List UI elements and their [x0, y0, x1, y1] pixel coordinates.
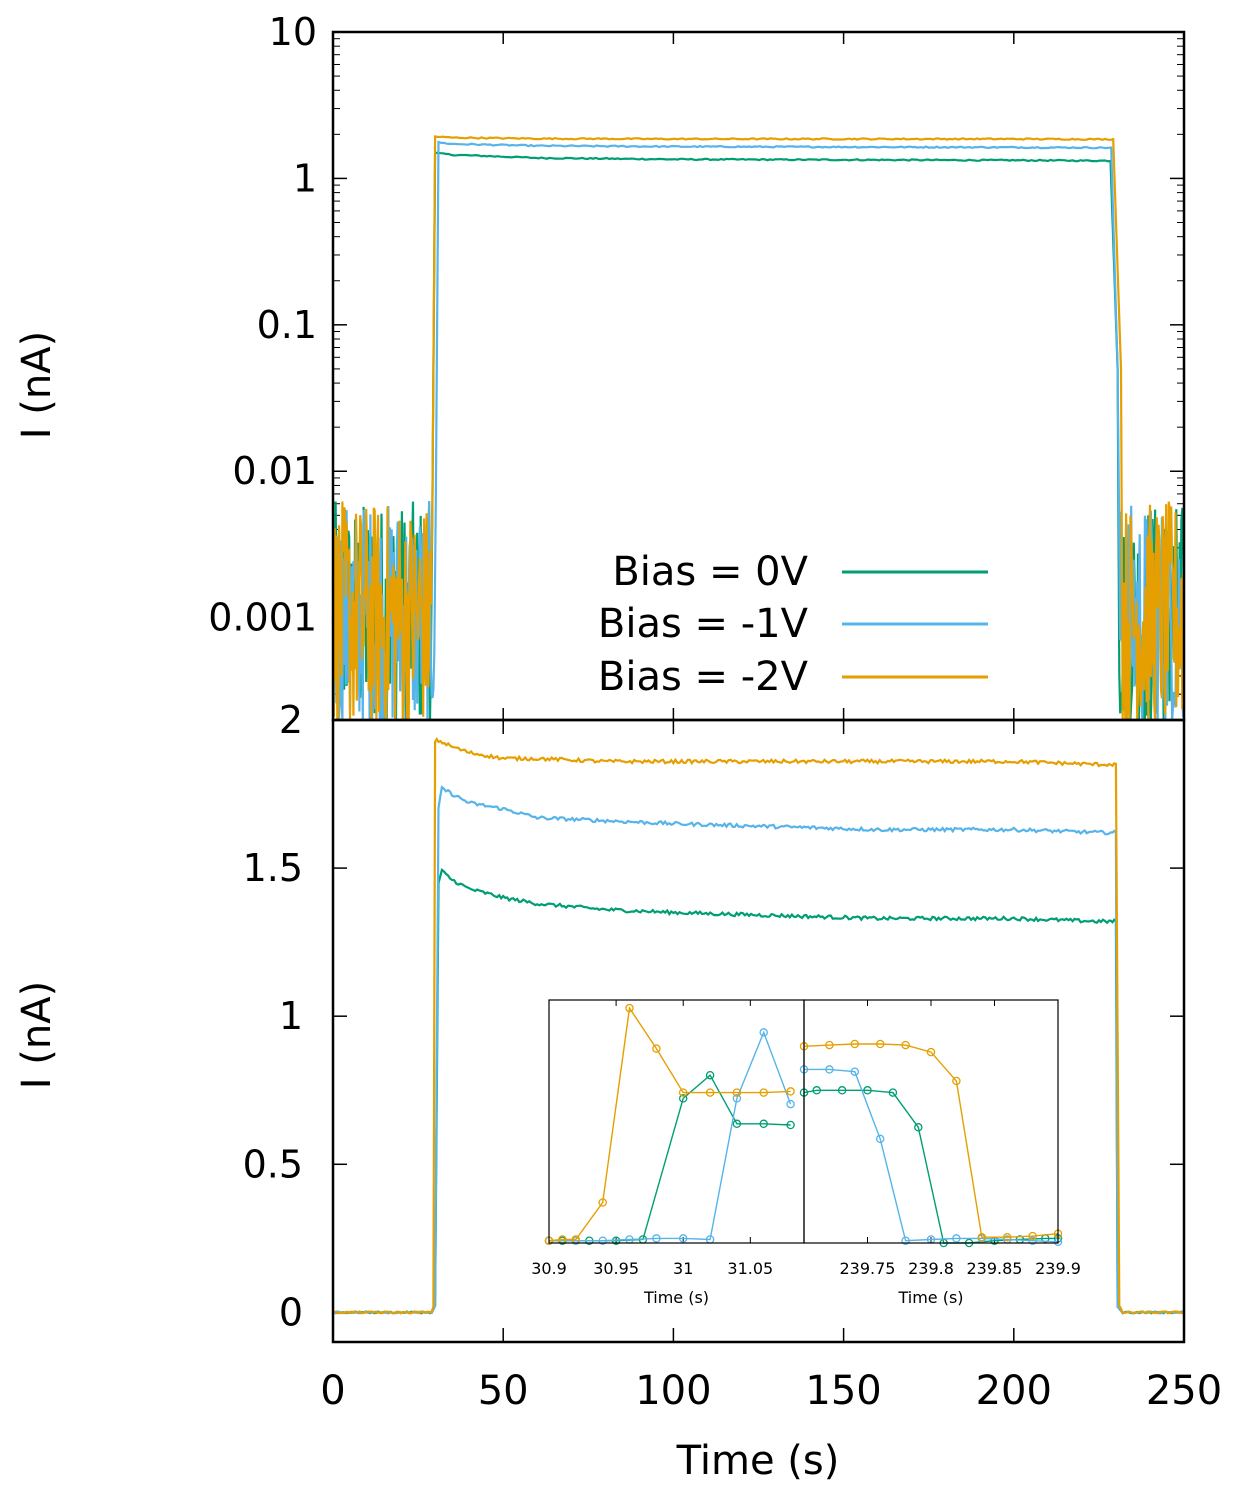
top-y-tick-label: 0.01 [232, 449, 317, 493]
inset-left-point [598, 1236, 607, 1245]
bottom-plot-frame [331, 718, 1186, 1344]
inset-right-x-tick-label: 239.9 [1035, 1259, 1081, 1278]
bottom-x-tick-label: 250 [1146, 1368, 1222, 1414]
bottom-x-tick-label: 150 [805, 1368, 881, 1414]
inset-right-point [825, 1040, 834, 1050]
inset-left-point [732, 1094, 742, 1103]
bottom-x-tick-label: 200 [976, 1368, 1052, 1414]
top-y-tick-label: 0.1 [257, 303, 317, 347]
top-y-tick-label: 1 [293, 156, 317, 200]
inset-right-point [863, 1086, 872, 1095]
bottom-series-line-2 [332, 736, 1185, 1315]
inset-right-point [926, 1047, 936, 1057]
inset-left-point [652, 1234, 661, 1243]
inset-right-x-tick-label: 239.85 [967, 1259, 1023, 1278]
bottom-y-tick-label: 0.5 [243, 1142, 303, 1186]
bottom-y-axis-label: I (nA) [14, 981, 60, 1089]
inset-right-point [901, 1040, 910, 1050]
inset-left-x-tick-label: 30.95 [593, 1259, 639, 1278]
bottom-linear-panel: 0 50 100 150 200 250 0 0.5 1 1.5 2 [243, 698, 1223, 1414]
inset-right-point [837, 1086, 847, 1095]
inset-left-point [705, 1070, 715, 1080]
inset-right-frame [803, 999, 1059, 1244]
legend-label-1: Bias = -1V [598, 601, 809, 647]
inset-left-point [678, 1234, 688, 1243]
inset-right-series-line-2 [803, 1043, 1059, 1238]
top-log-panel: 10 1 0.1 0.01 0.001 Bias = 0V Bias = -1V Bias =… [208, 10, 1186, 722]
inset-right-x-axis-label: Time (s) [897, 1288, 963, 1307]
legend-label-2: Bias = -2V [598, 654, 809, 700]
inset-left-point [678, 1088, 688, 1097]
inset-right-point [888, 1088, 898, 1097]
inset-left-group: 30.9 30.95 31 31.05 Time (s) [531, 999, 805, 1307]
inset-right-point [812, 1086, 821, 1095]
bottom-y-tick-label: 0 [279, 1290, 303, 1334]
inset-right-series-line-1 [804, 1068, 1059, 1243]
inset-right-point [850, 1039, 860, 1049]
inset-right-point [825, 1065, 834, 1074]
inset-right-point [875, 1134, 885, 1144]
inset-left-series-line-1 [549, 1030, 792, 1242]
inset-left-point [786, 1087, 795, 1096]
inset-left-point [705, 1088, 715, 1097]
inset-left-point [732, 1088, 742, 1097]
bottom-y-tick-label: 2 [279, 698, 303, 742]
inset-right-point [952, 1076, 961, 1086]
inset-left-point [759, 1088, 768, 1097]
bottom-series-line-0 [332, 868, 1185, 1315]
bottom-x-tick-label: 0 [320, 1368, 345, 1414]
inset-right-point [850, 1067, 860, 1076]
inset-right-point [875, 1039, 885, 1049]
bottom-x-axis-label: Time (s) [676, 1438, 840, 1484]
top-series-line-2 [331, 135, 1186, 722]
inset-right-point [914, 1123, 923, 1132]
inset-right-point [1028, 1231, 1037, 1241]
inset-left-x-axis-label: Time (s) [643, 1288, 709, 1307]
inset-left-point [786, 1099, 795, 1109]
inset-right-point [1002, 1232, 1012, 1242]
inset-right-point [901, 1236, 910, 1245]
top-y-axis-label: I (nA) [14, 331, 60, 439]
bottom-y-tick-label: 1.5 [243, 846, 303, 890]
bottom-series-line-1 [332, 785, 1185, 1315]
inset-right-x-tick-label: 239.8 [908, 1259, 954, 1278]
inset-left-point [625, 1003, 634, 1013]
inset-left-point [759, 1119, 768, 1129]
inset-right-group: 239.75 239.8 239.85 239.9 Time (s) [799, 999, 1081, 1307]
inset-left-x-tick-label: 30.9 [531, 1259, 567, 1278]
inset-left-point [759, 1028, 768, 1037]
bottom-x-tick-label: 100 [635, 1368, 711, 1414]
inset-right-point [1028, 1236, 1037, 1245]
inset-left-x-tick-label: 31 [673, 1259, 693, 1278]
inset-left-point [652, 1044, 661, 1053]
inset-right-x-tick-label: 239.75 [840, 1259, 896, 1278]
top-y-tick-label: 0.001 [208, 596, 317, 640]
top-y-tick-label: 10 [269, 10, 317, 54]
inset-left-series-line-2 [548, 1006, 791, 1242]
inset-right-point [952, 1234, 961, 1243]
legend-label-0: Bias = 0V [612, 549, 808, 595]
bottom-x-tick-label: 50 [478, 1368, 529, 1414]
inset-left-point [786, 1120, 795, 1130]
inset-left-point [598, 1198, 607, 1207]
inset-right-point [977, 1232, 987, 1242]
bottom-y-tick-label: 1 [279, 994, 303, 1038]
inset-left-x-tick-label: 31.05 [727, 1259, 773, 1278]
inset-left-point [732, 1119, 742, 1129]
inset-left-point [678, 1094, 688, 1103]
